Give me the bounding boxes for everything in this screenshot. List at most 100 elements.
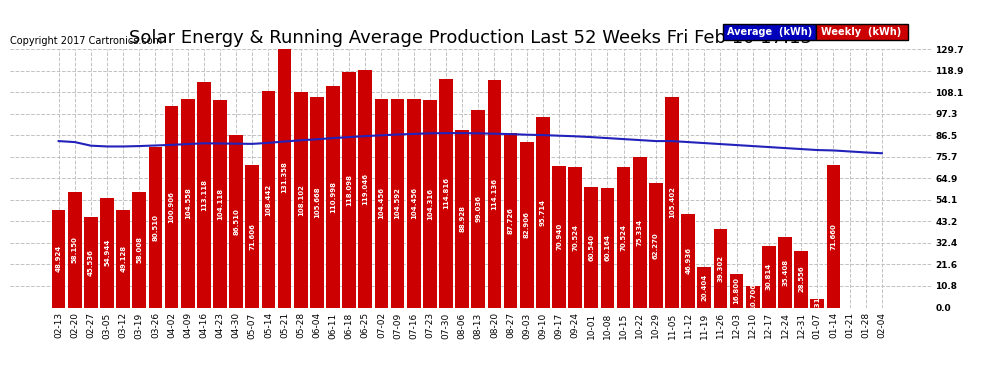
Bar (665, 98, 679, 308)
Text: 46.936: 46.936 (685, 247, 691, 274)
Text: 45.536: 45.536 (88, 249, 94, 276)
Bar (116, 210, 130, 308)
Text: 71.660: 71.660 (831, 223, 837, 249)
Bar (84, 217, 98, 308)
Text: 131.358: 131.358 (281, 160, 288, 192)
Text: Copyright 2017 Cartronics.com: Copyright 2017 Cartronics.com (10, 36, 162, 46)
Text: 35.408: 35.408 (782, 259, 788, 286)
Bar (278, 46, 291, 308)
Bar (343, 72, 356, 308)
Bar (471, 110, 485, 308)
Text: 20.404: 20.404 (701, 273, 707, 301)
Text: 16.800: 16.800 (734, 277, 740, 304)
Bar (584, 187, 598, 308)
Text: 105.402: 105.402 (669, 186, 675, 218)
Text: 104.118: 104.118 (217, 188, 223, 220)
Text: 104.558: 104.558 (185, 188, 191, 219)
Text: 10.706: 10.706 (749, 284, 755, 310)
Text: 48.924: 48.924 (55, 245, 61, 272)
Bar (423, 100, 437, 308)
Bar (440, 79, 452, 308)
Bar (391, 99, 405, 308)
Text: 110.998: 110.998 (330, 181, 336, 213)
Bar (520, 142, 534, 308)
Bar (230, 135, 243, 308)
Bar (68, 192, 81, 308)
Text: 88.928: 88.928 (459, 206, 465, 232)
Text: 108.102: 108.102 (298, 184, 304, 216)
Bar (164, 106, 178, 308)
Text: 104.592: 104.592 (395, 188, 401, 219)
Text: 75.334: 75.334 (637, 219, 643, 246)
Text: 4.312: 4.312 (815, 292, 821, 314)
Bar (617, 167, 631, 308)
Title: Solar Energy & Running Average Production Last 52 Weeks Fri Feb 10 17:13: Solar Energy & Running Average Productio… (129, 29, 812, 47)
Bar (811, 299, 825, 307)
Text: 99.036: 99.036 (475, 195, 481, 222)
Bar (536, 117, 549, 308)
Bar (633, 158, 646, 308)
Bar (681, 214, 695, 308)
Bar (213, 100, 227, 308)
Text: Weekly  (kWh): Weekly (kWh) (822, 27, 902, 37)
Bar (407, 99, 421, 308)
Text: 118.098: 118.098 (346, 174, 352, 206)
Bar (326, 86, 340, 308)
Text: 113.118: 113.118 (201, 179, 207, 211)
Text: 114.136: 114.136 (491, 178, 497, 210)
Bar (778, 237, 792, 308)
Text: 95.714: 95.714 (540, 198, 545, 226)
Bar (488, 80, 501, 308)
Text: 114.816: 114.816 (444, 177, 449, 209)
Text: 71.606: 71.606 (249, 223, 255, 250)
Bar (745, 286, 759, 308)
Text: 119.046: 119.046 (362, 173, 368, 205)
Text: 49.128: 49.128 (120, 245, 126, 272)
Bar (827, 165, 841, 308)
Text: 60.540: 60.540 (588, 234, 594, 261)
Text: 28.556: 28.556 (798, 266, 804, 292)
Bar (552, 166, 566, 308)
Text: 100.906: 100.906 (168, 191, 174, 223)
Bar (714, 229, 728, 308)
Text: 39.302: 39.302 (718, 255, 724, 282)
Bar (310, 97, 324, 308)
Bar (261, 92, 275, 308)
Bar (181, 99, 195, 308)
Text: 82.906: 82.906 (524, 211, 530, 238)
FancyBboxPatch shape (816, 24, 908, 40)
Text: 62.270: 62.270 (652, 232, 659, 259)
Bar (762, 246, 776, 308)
Text: 104.456: 104.456 (411, 188, 417, 219)
Bar (294, 92, 308, 308)
Text: 60.164: 60.164 (605, 234, 611, 261)
Text: 80.510: 80.510 (152, 214, 158, 241)
Bar (794, 251, 808, 308)
Text: 70.524: 70.524 (572, 224, 578, 251)
Text: 70.940: 70.940 (556, 223, 562, 251)
Text: 104.316: 104.316 (427, 188, 433, 219)
Text: 54.944: 54.944 (104, 239, 110, 266)
Bar (197, 82, 211, 308)
Text: 86.510: 86.510 (234, 208, 240, 235)
Text: 58.008: 58.008 (137, 236, 143, 263)
Bar (568, 167, 582, 308)
Text: 104.456: 104.456 (378, 188, 384, 219)
Bar (51, 210, 65, 308)
Bar (601, 188, 615, 308)
Text: 70.524: 70.524 (621, 224, 627, 251)
Bar (133, 192, 147, 308)
Bar (246, 165, 259, 308)
Bar (100, 198, 114, 308)
Bar (374, 99, 388, 308)
FancyBboxPatch shape (724, 24, 816, 40)
Text: 105.668: 105.668 (314, 186, 320, 218)
Bar (730, 274, 743, 308)
Text: 58.150: 58.150 (71, 236, 78, 263)
Text: 108.442: 108.442 (265, 183, 271, 216)
Bar (148, 147, 162, 308)
Text: 87.726: 87.726 (508, 207, 514, 234)
Bar (649, 183, 662, 308)
Bar (455, 130, 469, 308)
Bar (358, 70, 372, 308)
